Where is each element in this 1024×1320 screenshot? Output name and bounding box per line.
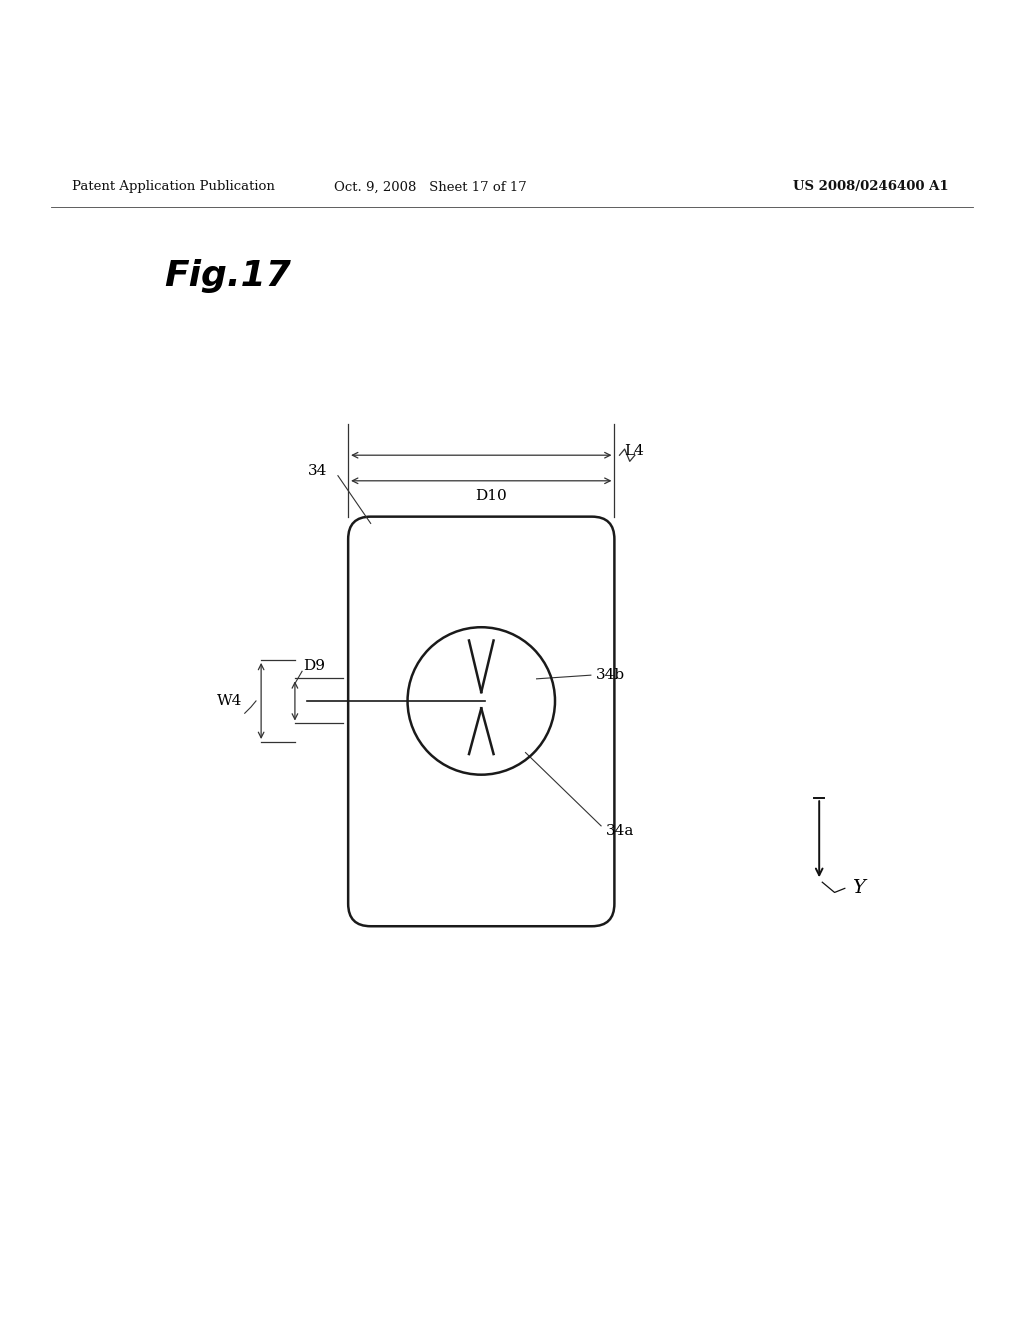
Text: US 2008/0246400 A1: US 2008/0246400 A1 (793, 181, 948, 194)
FancyBboxPatch shape (348, 516, 614, 927)
Text: Patent Application Publication: Patent Application Publication (72, 181, 274, 194)
Text: 34b: 34b (596, 668, 625, 682)
Text: D10: D10 (475, 488, 508, 503)
Text: Fig.17: Fig.17 (164, 259, 291, 293)
Text: Oct. 9, 2008   Sheet 17 of 17: Oct. 9, 2008 Sheet 17 of 17 (334, 181, 526, 194)
Text: W4: W4 (217, 694, 243, 708)
Text: L4: L4 (625, 444, 644, 458)
Text: 34: 34 (308, 463, 328, 478)
Text: 34a: 34a (606, 824, 635, 838)
Text: Y: Y (852, 879, 865, 898)
Text: D9: D9 (303, 659, 325, 673)
